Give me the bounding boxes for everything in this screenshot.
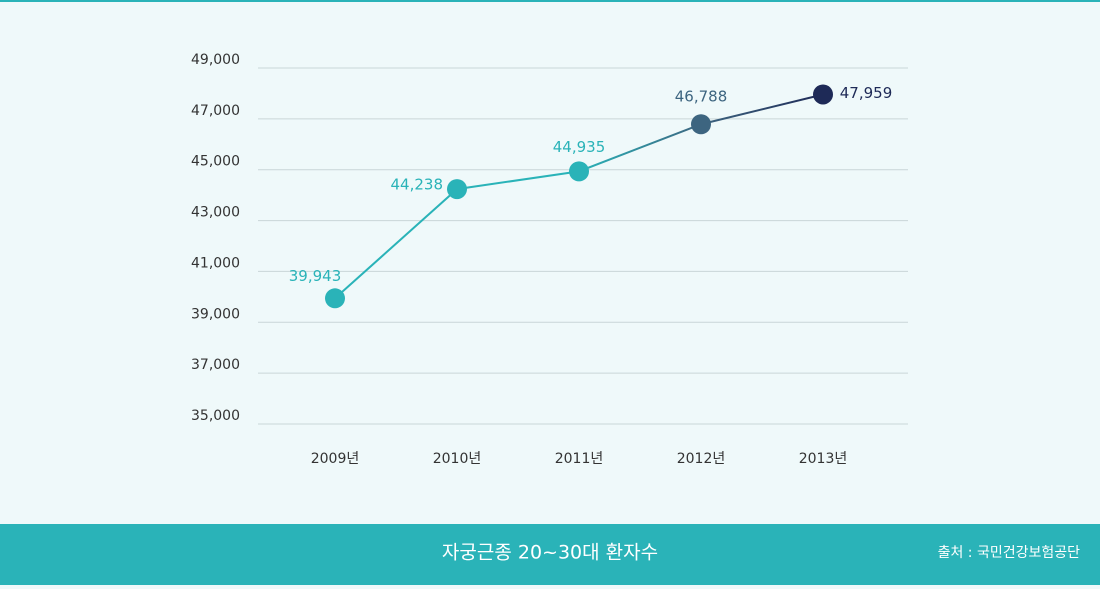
point <box>691 114 711 135</box>
point <box>325 288 345 309</box>
point <box>447 179 467 200</box>
y-tick-label: 41,000 <box>191 255 240 271</box>
y-tick-label: 45,000 <box>191 154 240 170</box>
top-rule <box>0 0 1100 2</box>
x-tick-label: 2009년 <box>311 451 360 467</box>
y-tick-label: 39,000 <box>191 306 240 322</box>
value-label: 44,935 <box>553 138 606 156</box>
line <box>334 93 824 300</box>
point <box>813 84 833 105</box>
footer-band <box>0 524 1100 585</box>
x-tick-label: 2012년 <box>677 451 726 467</box>
y-tick-label: 49,000 <box>191 52 240 68</box>
y-tick-label: 35,000 <box>191 408 240 424</box>
value-label: 47,959 <box>840 84 893 102</box>
x-tick-label: 2013년 <box>799 451 848 467</box>
value-label: 39,943 <box>289 267 342 285</box>
chart-title: 자궁근종 20~30대 환자수 <box>442 542 658 564</box>
y-tick-label: 43,000 <box>191 205 240 221</box>
value-label: 46,788 <box>675 88 728 106</box>
x-tick-label: 2010년 <box>433 451 482 467</box>
y-tick-label: 47,000 <box>191 103 240 119</box>
value-label: 44,238 <box>391 176 444 194</box>
source: 출처 : 국민건강보험공단 <box>938 545 1081 561</box>
x-tick-label: 2011년 <box>555 451 604 467</box>
y-tick-label: 37,000 <box>191 357 240 373</box>
point <box>569 161 589 182</box>
